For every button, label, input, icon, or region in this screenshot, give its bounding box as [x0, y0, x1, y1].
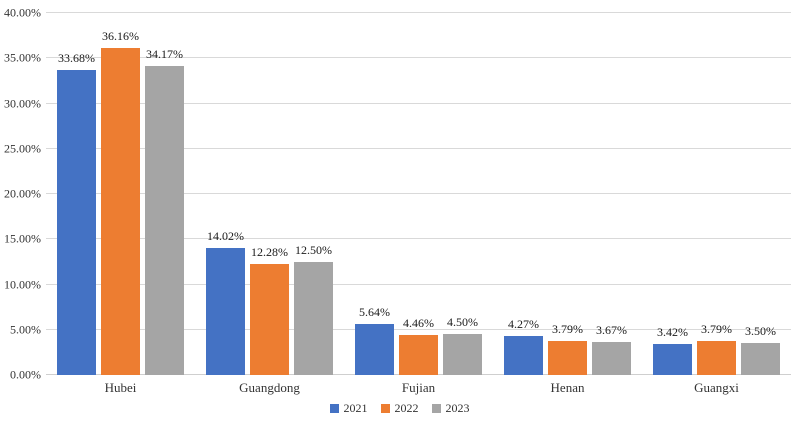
- legend: 2021 2022 2023: [0, 401, 799, 416]
- y-axis-tick-label: 10.00%: [4, 277, 41, 291]
- data-label: 36.16%: [102, 28, 139, 43]
- legend-swatch-icon: [329, 404, 339, 413]
- bar-group-hubei: 33.68% 36.16% 34.17%: [46, 13, 195, 375]
- gridline: [46, 12, 791, 13]
- y-axis-tick-label: 40.00%: [4, 5, 41, 20]
- data-label: 14.02%: [207, 229, 244, 244]
- data-label: 3.50%: [745, 324, 776, 339]
- legend-label: 2023: [445, 401, 470, 415]
- y-axis-tick-label: 5.00%: [10, 322, 41, 337]
- bar-hubei-2022: 36.16%: [101, 29, 140, 375]
- legend-item-2023: 2023: [431, 401, 470, 416]
- bar-fujian-2022: 4.46%: [399, 316, 438, 375]
- y-axis-tick-label: 0.00%: [10, 367, 41, 382]
- data-label: 3.79%: [701, 321, 732, 336]
- bar-guangxi-2023: 3.50%: [741, 324, 780, 375]
- gridline: [46, 147, 791, 149]
- x-axis-category-label: Fujian: [401, 380, 436, 395]
- data-label: 12.50%: [295, 242, 332, 257]
- data-label: 4.27%: [508, 317, 539, 332]
- x-axis-category-label: Henan: [550, 380, 585, 395]
- bar-guangdong-2021: 14.02%: [206, 229, 245, 375]
- data-label: 12.28%: [251, 244, 288, 259]
- legend-item-2021: 2021: [329, 401, 368, 416]
- y-axis-tick-label: 30.00%: [4, 96, 41, 110]
- y-axis-tick-label: 15.00%: [4, 231, 41, 246]
- bar-guangdong-2022: 12.28%: [250, 245, 289, 375]
- legend-swatch-icon: [380, 404, 390, 413]
- gridline: [46, 102, 791, 104]
- y-axis: 0.00% 5.00% 10.00% 15.00% 20.00% 25.00% 30.00%…: [0, 6, 41, 382]
- gridline: [46, 283, 791, 285]
- data-label: 3.42%: [657, 325, 688, 340]
- gridline: [46, 238, 791, 240]
- bar-group-henan: 4.27% 3.79% 3.67%: [493, 13, 642, 375]
- data-label: 3.67%: [596, 322, 627, 337]
- gridline: [46, 328, 791, 330]
- bar-guangxi-2022: 3.79%: [697, 322, 736, 375]
- x-axis-category-label: Hubei: [104, 380, 137, 395]
- gridline: [46, 57, 791, 59]
- bar-group-fujian: 5.64% 4.46% 4.50%: [344, 13, 493, 375]
- bar-henan-2022: 3.79%: [548, 322, 587, 375]
- legend-label: 2022: [394, 401, 419, 415]
- x-axis: Hubei Guangdong Fujian Henan Guangxi: [46, 380, 791, 396]
- bar-fujian-2023: 4.50%: [443, 315, 482, 375]
- data-label: 5.64%: [359, 304, 390, 319]
- x-axis-category-label: Guangdong: [239, 380, 300, 395]
- legend-item-2022: 2022: [380, 401, 419, 416]
- bar-guangxi-2021: 3.42%: [653, 325, 692, 375]
- y-axis-tick-label: 35.00%: [4, 50, 41, 65]
- bar-hubei-2021: 33.68%: [57, 51, 96, 375]
- data-label: 33.68%: [58, 51, 95, 66]
- data-label: 4.46%: [403, 315, 434, 330]
- legend-swatch-icon: [431, 404, 441, 413]
- bar-guangdong-2023: 12.50%: [294, 243, 333, 375]
- bar-henan-2021: 4.27%: [504, 317, 543, 375]
- bar-fujian-2021: 5.64%: [355, 305, 394, 375]
- legend-label: 2021: [343, 401, 368, 415]
- plot-area: 33.68% 36.16% 34.17% 14.02% 12.28% 12.50% 5.64…: [46, 12, 791, 375]
- data-label: 34.17%: [146, 46, 183, 61]
- bar-hubei-2023: 34.17%: [145, 47, 184, 375]
- y-axis-tick-label: 25.00%: [4, 141, 41, 156]
- y-axis-tick-label: 20.00%: [4, 186, 41, 201]
- bar-group-guangdong: 14.02% 12.28% 12.50%: [195, 13, 344, 375]
- bar-henan-2023: 3.67%: [592, 323, 631, 375]
- gridline: [46, 193, 791, 194]
- data-label: 4.50%: [447, 315, 478, 330]
- bars-layer: 33.68% 36.16% 34.17% 14.02% 12.28% 12.50% 5.64…: [46, 13, 791, 375]
- bar-group-guangxi: 3.42% 3.79% 3.50%: [642, 13, 791, 375]
- x-axis-category-label: Guangxi: [694, 380, 739, 395]
- data-label: 3.79%: [552, 321, 583, 336]
